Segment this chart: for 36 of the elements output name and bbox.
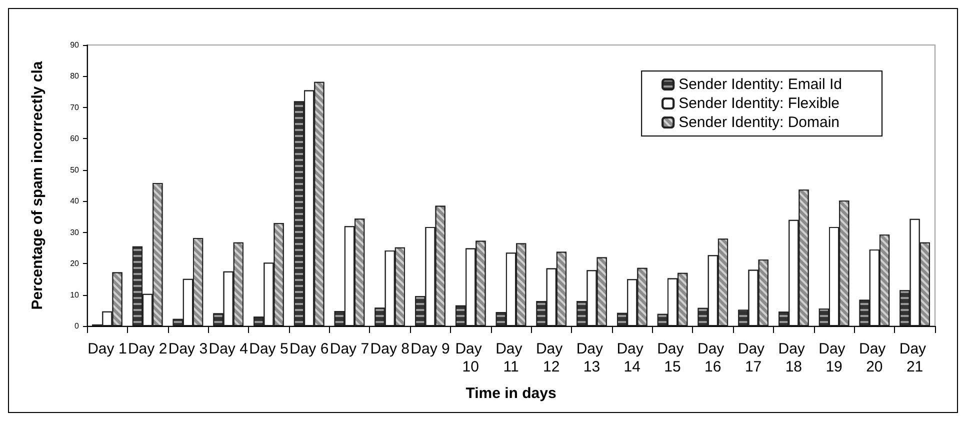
x-tick-label: Day 2 bbox=[128, 340, 168, 358]
legend-label: Sender Identity: Flexible bbox=[678, 95, 840, 112]
x-tick-label: Day 13 bbox=[576, 340, 608, 376]
y-tick-label: 40 bbox=[70, 196, 80, 206]
x-tick-label: Day 18 bbox=[778, 340, 810, 376]
y-axis-title: Percentage of spam incorrectly cla bbox=[29, 60, 46, 310]
x-tick-label: Day 12 bbox=[536, 340, 567, 376]
y-tick-label: 0 bbox=[74, 322, 80, 330]
y-tick-label: 60 bbox=[70, 134, 80, 144]
x-tick-label: Day 10 bbox=[455, 340, 486, 376]
x-tick-label: Day 11 bbox=[496, 340, 526, 376]
x-tick-label: Day 17 bbox=[738, 340, 769, 376]
legend-label: Sender Identity: Domain bbox=[678, 114, 840, 131]
x-tick-label: Day 15 bbox=[657, 340, 688, 376]
y-tick-label: 10 bbox=[70, 290, 80, 300]
x-tick-label: Day 21 bbox=[899, 340, 930, 376]
x-tick-label: Day 5 bbox=[249, 340, 288, 358]
x-axis-title: Time in days bbox=[466, 385, 556, 402]
x-tick-label: Day 7 bbox=[330, 340, 370, 358]
x-tick-label: Day 6 bbox=[290, 340, 329, 358]
y-tick-label: 70 bbox=[70, 102, 80, 112]
y-tick-label: 80 bbox=[70, 72, 80, 81]
legend-label: Sender Identity: Email Id bbox=[678, 76, 842, 93]
y-tick-label: 30 bbox=[70, 228, 80, 237]
x-tick-label: Day 4 bbox=[208, 340, 248, 358]
x-tick-label: Day 3 bbox=[168, 340, 208, 358]
y-tick-label: 20 bbox=[70, 259, 80, 268]
x-tick-label: Day 9 bbox=[410, 340, 450, 358]
y-tick-label: 90 bbox=[70, 40, 80, 50]
x-tick-label: Day 16 bbox=[697, 340, 728, 376]
y-tick-label: 50 bbox=[70, 165, 80, 174]
x-tick-label: Day 1 bbox=[88, 340, 127, 358]
x-tick-label: Day 19 bbox=[818, 340, 850, 376]
x-tick-label: Day 20 bbox=[859, 340, 890, 376]
x-tick-label: Day 8 bbox=[370, 340, 410, 358]
x-tick-label: Day 14 bbox=[616, 340, 648, 376]
